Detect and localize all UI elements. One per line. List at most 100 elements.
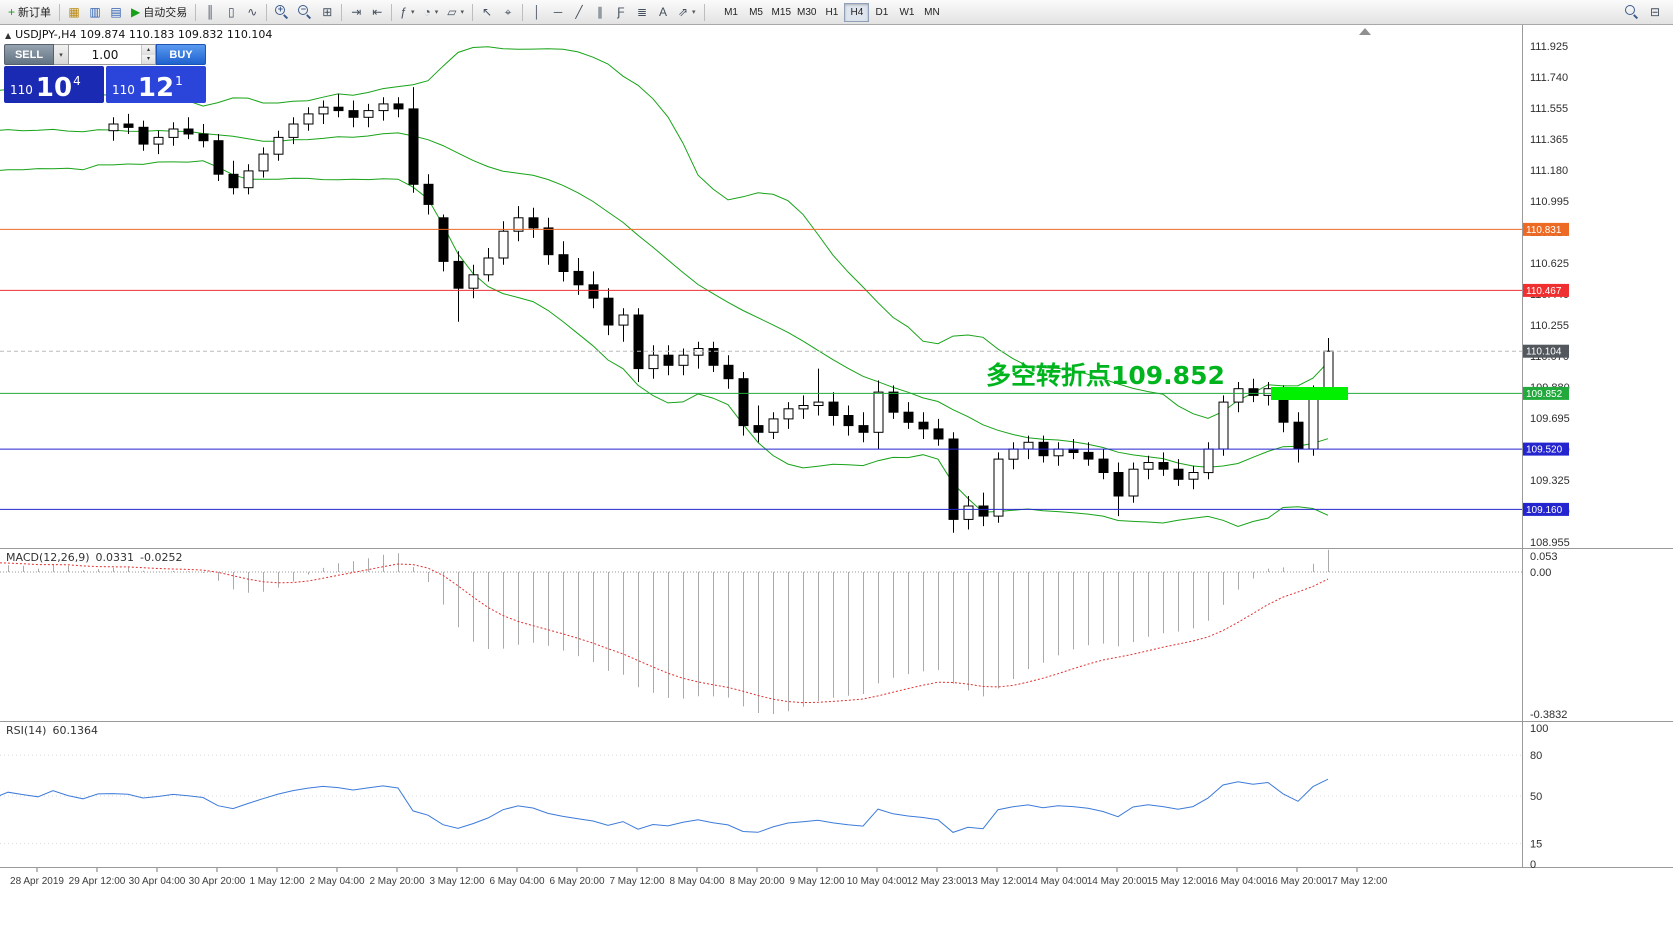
search-icon bbox=[1625, 5, 1639, 19]
lot-size-input[interactable] bbox=[69, 45, 141, 64]
timeframe-w1-button[interactable]: W1 bbox=[894, 3, 919, 22]
candle-body bbox=[693, 348, 704, 356]
candlestick-chart-button[interactable]: ▯ bbox=[221, 2, 241, 22]
line-chart-icon: ∿ bbox=[247, 5, 258, 19]
timeframe-mn-button[interactable]: MN bbox=[919, 3, 944, 22]
trendline-button[interactable]: ╱ bbox=[569, 2, 589, 22]
templates-icon: ▱ bbox=[447, 5, 457, 19]
timeframe-m5-button[interactable]: M5 bbox=[744, 3, 769, 22]
candle-body bbox=[363, 110, 374, 118]
rsi-value: 60.1364 bbox=[52, 724, 98, 737]
vertical-line-button[interactable]: │ bbox=[527, 2, 547, 22]
equidistant-channel-icon: ∥ bbox=[596, 5, 603, 19]
candle-body bbox=[138, 126, 149, 145]
terminal-window-button[interactable]: ▤ bbox=[106, 2, 126, 22]
new-order-button[interactable]: + 新订单 bbox=[4, 2, 55, 22]
search-button[interactable] bbox=[1621, 2, 1643, 22]
timeframe-m30-button[interactable]: M30 bbox=[794, 3, 819, 22]
horizontal-line-button[interactable]: ─ bbox=[548, 2, 568, 22]
timeframe-h1-button[interactable]: H1 bbox=[819, 3, 844, 22]
macd-pane[interactable] bbox=[0, 549, 1522, 714]
cursor-button[interactable]: ↖ bbox=[477, 2, 497, 22]
time-tick-label: 3 May 12:00 bbox=[429, 876, 484, 887]
candle-body bbox=[768, 418, 779, 433]
candle-body bbox=[468, 274, 479, 289]
highlight-zone[interactable] bbox=[1271, 387, 1348, 400]
candle-body bbox=[513, 217, 524, 232]
candle-body bbox=[1188, 472, 1199, 480]
time-tick-label: 2 May 04:00 bbox=[309, 876, 364, 887]
auto-scroll-button[interactable]: ⇥ bbox=[346, 2, 366, 22]
toolbar-separator bbox=[471, 3, 473, 21]
one-click-trading-panel: SELL ▾ ▴ ▾ BUY 110 10 4 110 12 1 bbox=[4, 44, 206, 103]
chart-shift-marker[interactable] bbox=[1359, 28, 1371, 35]
sell-price-point: 4 bbox=[73, 74, 81, 88]
toolbar: + 新订单 ▦ ▥ ▤ ▶ 自动交易 ║ ▯ ∿ + − ⊞ ⇥ ⇤ ƒ ▾ ◔ ▾ ▱ ▾ ↖ ⌖ │ ─ ╱ ∥ Ƒ ≣ A ⇗ ▾ M1 M… bbox=[0, 0, 1673, 25]
price-chart-pane[interactable] bbox=[0, 46, 1522, 533]
auto-trading-button[interactable]: ▶ 自动交易 bbox=[127, 2, 191, 22]
chevron-down-icon: ▾ bbox=[410, 9, 415, 16]
sell-price-pips: 10 bbox=[35, 72, 73, 103]
arrow-tools-button[interactable]: ⇗ ▾ bbox=[674, 2, 700, 22]
lot-dropdown-button[interactable]: ▾ bbox=[54, 44, 69, 65]
chevron-down-icon: ▾ bbox=[692, 9, 696, 16]
toolbar-separator bbox=[266, 3, 268, 21]
text-button[interactable]: A bbox=[653, 2, 673, 22]
line-chart-button[interactable]: ∿ bbox=[242, 2, 262, 22]
candle-body bbox=[453, 260, 464, 289]
turning-point-annotation[interactable]: 多空转折点109.852 bbox=[986, 361, 1225, 390]
timeframe-d1-button[interactable]: D1 bbox=[869, 3, 894, 22]
candle-body bbox=[1053, 448, 1064, 457]
time-tick-label: 9 May 12:00 bbox=[789, 876, 844, 887]
shapes-button[interactable]: ≣ bbox=[632, 2, 652, 22]
bar-chart-button[interactable]: ║ bbox=[200, 2, 220, 22]
timeframe-m15-button[interactable]: M15 bbox=[769, 3, 794, 22]
charts-window-button[interactable]: ▦ bbox=[64, 2, 84, 22]
zoom-out-button[interactable]: − bbox=[294, 2, 316, 22]
toolbar-separator bbox=[703, 3, 705, 21]
periods-button[interactable]: ◔ ▾ bbox=[419, 2, 442, 22]
chevron-down-icon: ▾ bbox=[434, 9, 439, 16]
toolbar-right-group: ⊟ bbox=[1621, 2, 1665, 22]
candle-body bbox=[588, 284, 599, 299]
buy-price-box[interactable]: 110 12 1 bbox=[106, 66, 206, 103]
candle-body bbox=[1098, 458, 1109, 474]
time-tick-label: 6 May 04:00 bbox=[489, 876, 544, 887]
market-watch-button[interactable]: ▥ bbox=[85, 2, 105, 22]
shapes-icon: ≣ bbox=[636, 5, 647, 19]
candlestick-chart-icon: ▯ bbox=[227, 5, 235, 19]
macd-signal-value: -0.0252 bbox=[140, 551, 183, 564]
price-badge-text: 110.467 bbox=[1526, 286, 1562, 297]
templates-button[interactable]: ▱ ▾ bbox=[443, 2, 468, 22]
rsi-pane[interactable] bbox=[0, 754, 1522, 845]
time-tick-label: 12 May 23:00 bbox=[907, 876, 968, 887]
timeframe-h4-button[interactable]: H4 bbox=[844, 2, 870, 22]
candle-body bbox=[948, 438, 959, 520]
chart-shift-button[interactable]: ⇤ bbox=[367, 2, 387, 22]
indicators-button[interactable]: ƒ ▾ bbox=[396, 2, 418, 22]
sell-price-box[interactable]: 110 10 4 bbox=[4, 66, 104, 103]
fibonacci-icon: Ƒ bbox=[617, 5, 625, 19]
fibonacci-button[interactable]: Ƒ bbox=[611, 2, 631, 22]
price-tick-label: 111.365 bbox=[1530, 134, 1568, 146]
sell-button[interactable]: SELL bbox=[4, 44, 54, 65]
candle-body bbox=[648, 354, 659, 370]
candle-body bbox=[393, 103, 404, 110]
price-tick-label: 111.925 bbox=[1530, 41, 1568, 53]
collapse-panel-icon[interactable]: ▲ bbox=[5, 31, 12, 40]
candle-body bbox=[1128, 468, 1139, 497]
crosshair-button[interactable]: ⌖ bbox=[498, 2, 518, 22]
timeframe-selector: M1 M5 M15 M30 H1 H4 D1 W1 MN bbox=[719, 2, 945, 22]
lot-increase-button[interactable]: ▴ bbox=[142, 45, 155, 55]
zoom-in-button[interactable]: + bbox=[271, 2, 293, 22]
chart-shift-icon: ⇤ bbox=[372, 5, 383, 19]
quick-nav-button[interactable]: ⊟ bbox=[1645, 2, 1665, 22]
buy-button[interactable]: BUY bbox=[156, 44, 206, 65]
lot-decrease-button[interactable]: ▾ bbox=[142, 54, 155, 64]
tile-windows-button[interactable]: ⊞ bbox=[317, 2, 337, 22]
equidistant-channel-button[interactable]: ∥ bbox=[590, 2, 610, 22]
toolbar-separator bbox=[391, 3, 393, 21]
timeframe-m1-button[interactable]: M1 bbox=[719, 3, 744, 22]
